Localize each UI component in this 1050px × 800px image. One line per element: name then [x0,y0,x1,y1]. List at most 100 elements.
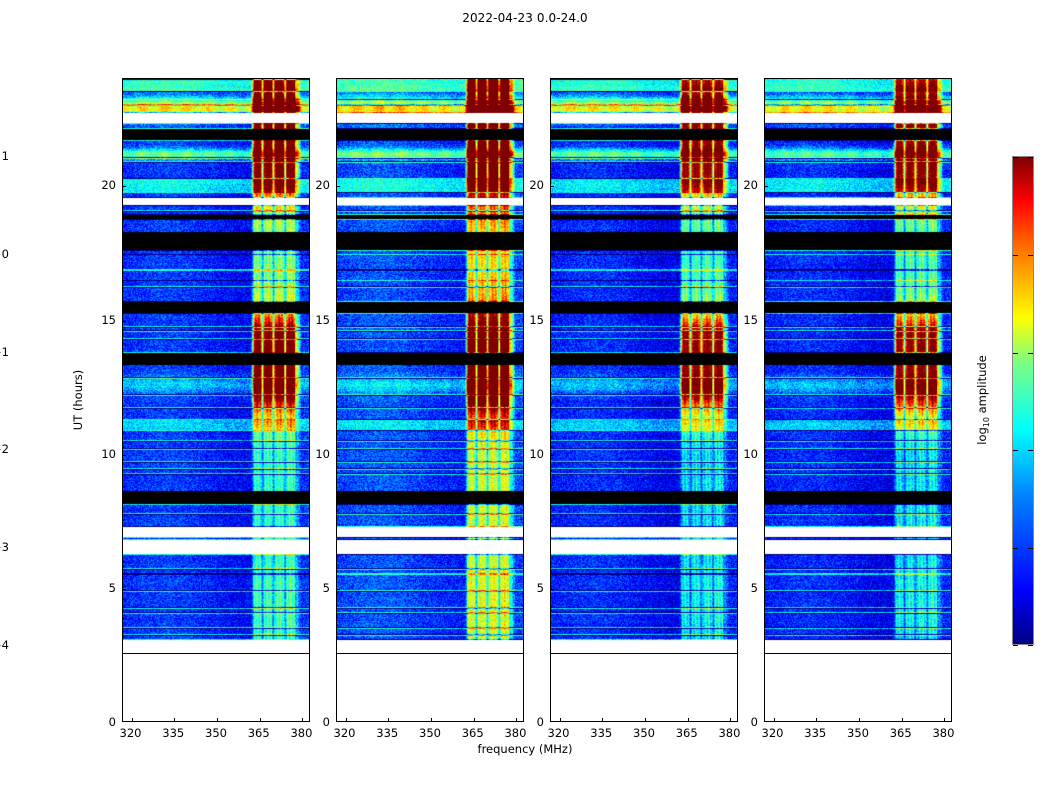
waterfall-yx [765,79,951,653]
panel-xy: XY, V12*V14=EA20*EA17 [550,78,738,722]
y-tick-label: 20 [101,178,116,193]
x-tick-mark [944,718,946,721]
waterfall-canvas [551,79,737,653]
y-tick-mark [123,320,126,322]
x-tick-mark [773,718,775,721]
y-tick-label: 5 [750,580,758,595]
y-tick-label: 20 [315,178,330,193]
x-tick-label: 335 [376,726,399,740]
y-tick-label: 10 [743,446,758,461]
y-tick-mark [123,588,126,590]
colorbar-tick-mark [1028,548,1033,550]
panel-data-separator [123,652,309,654]
y-tick-label: 10 [529,446,544,461]
x-tick-label: 335 [804,726,827,740]
colorbar-tick-label: 1 [1,149,9,163]
x-tick-label: 380 [718,726,741,740]
waterfall-canvas [337,79,523,653]
y-tick-label: 15 [101,312,116,327]
colorbar-tick-mark [1013,645,1018,646]
x-tick-mark [901,718,903,721]
waterfall-yy [337,79,523,653]
waterfall-canvas [123,79,309,653]
colorbar-tick-mark [1028,157,1033,158]
colorbar-tick-label: −2 [0,442,9,457]
panel-data-separator [337,652,523,654]
y-tick-mark [123,186,126,188]
y-tick-label: 10 [101,446,116,461]
x-tick-label: 350 [419,726,441,740]
waterfall-image-xx [123,79,309,653]
y-tick-mark [765,186,768,188]
colorbar-tick-mark [1013,352,1018,354]
x-tick-mark [217,718,218,721]
x-tick-label: 380 [504,726,527,740]
x-tick-mark [431,718,432,721]
y-tick-label: 0 [322,715,330,729]
x-tick-mark [602,718,604,721]
x-tick-label: 365 [889,726,912,740]
y-tick-mark [337,588,340,590]
waterfall-image-xy [551,79,737,653]
panel-xx: XX, V12*V14=EA20*EA17 [122,78,310,722]
x-tick-label: 335 [162,726,185,740]
x-tick-mark [473,718,475,721]
x-tick-mark [687,718,689,721]
x-tick-mark [174,718,176,721]
x-tick-label: 365 [247,726,270,740]
y-tick-mark [551,320,554,322]
y-tick-label: 15 [743,312,758,327]
x-tick-label: 380 [932,726,955,740]
x-tick-mark [559,718,561,721]
colorbar [1012,156,1034,646]
x-tick-mark [345,718,347,721]
x-tick-mark [645,718,646,721]
y-tick-label: 0 [536,715,544,729]
y-tick-mark [337,320,340,322]
x-tick-mark [516,718,518,721]
x-tick-mark [859,718,860,721]
colorbar-tick-mark [1028,450,1033,452]
colorbar-label: log10 amplitude [975,355,991,445]
y-tick-label: 20 [743,178,758,193]
x-tick-mark [730,718,732,721]
colorbar-tick-label: −4 [0,638,9,652]
colorbar-tick-mark [1028,254,1033,256]
colorbar-label-tail: amplitude [974,355,989,418]
y-axis-label: UT (hours) [71,369,85,431]
panel-yx: YX, V12*V14=EA20*EA17 [764,78,952,722]
x-tick-label: 320 [547,726,570,740]
x-tick-mark [259,718,261,721]
panel-data-separator [551,652,737,654]
y-tick-label: 15 [529,312,544,327]
y-tick-mark [765,454,768,456]
y-tick-mark [123,454,126,456]
y-tick-label: 5 [108,580,116,595]
y-tick-mark [551,588,554,590]
y-tick-label: 15 [315,312,330,327]
x-tick-label: 320 [333,726,356,740]
colorbar-tick-mark [1028,645,1033,646]
x-tick-label: 365 [675,726,698,740]
colorbar-label-sub: 10 [982,417,992,428]
x-tick-label: 350 [847,726,869,740]
colorbar-tick-mark [1013,157,1018,158]
colorbar-tick-label: 0 [1,246,9,261]
colorbar-tick-label: −1 [0,344,9,359]
x-tick-label: 335 [590,726,613,740]
x-tick-mark [131,718,133,721]
y-tick-mark [765,588,768,590]
panel-yy: YY, V12*V14=EA20*EA17 [336,78,524,722]
colorbar-tick-label: −3 [0,540,9,555]
y-tick-label: 10 [315,446,330,461]
colorbar-tick-mark [1013,254,1018,256]
panel-data-separator [765,652,951,654]
y-tick-mark [765,320,768,322]
y-tick-label: 0 [108,715,116,729]
figure-suptitle: 2022-04-23 0.0-24.0 [462,11,588,25]
x-axis-label: frequency (MHz) [477,742,573,756]
colorbar-tick-mark [1028,352,1033,354]
y-tick-mark [551,186,554,188]
waterfall-xy [551,79,737,653]
waterfall-image-yy [337,79,523,653]
